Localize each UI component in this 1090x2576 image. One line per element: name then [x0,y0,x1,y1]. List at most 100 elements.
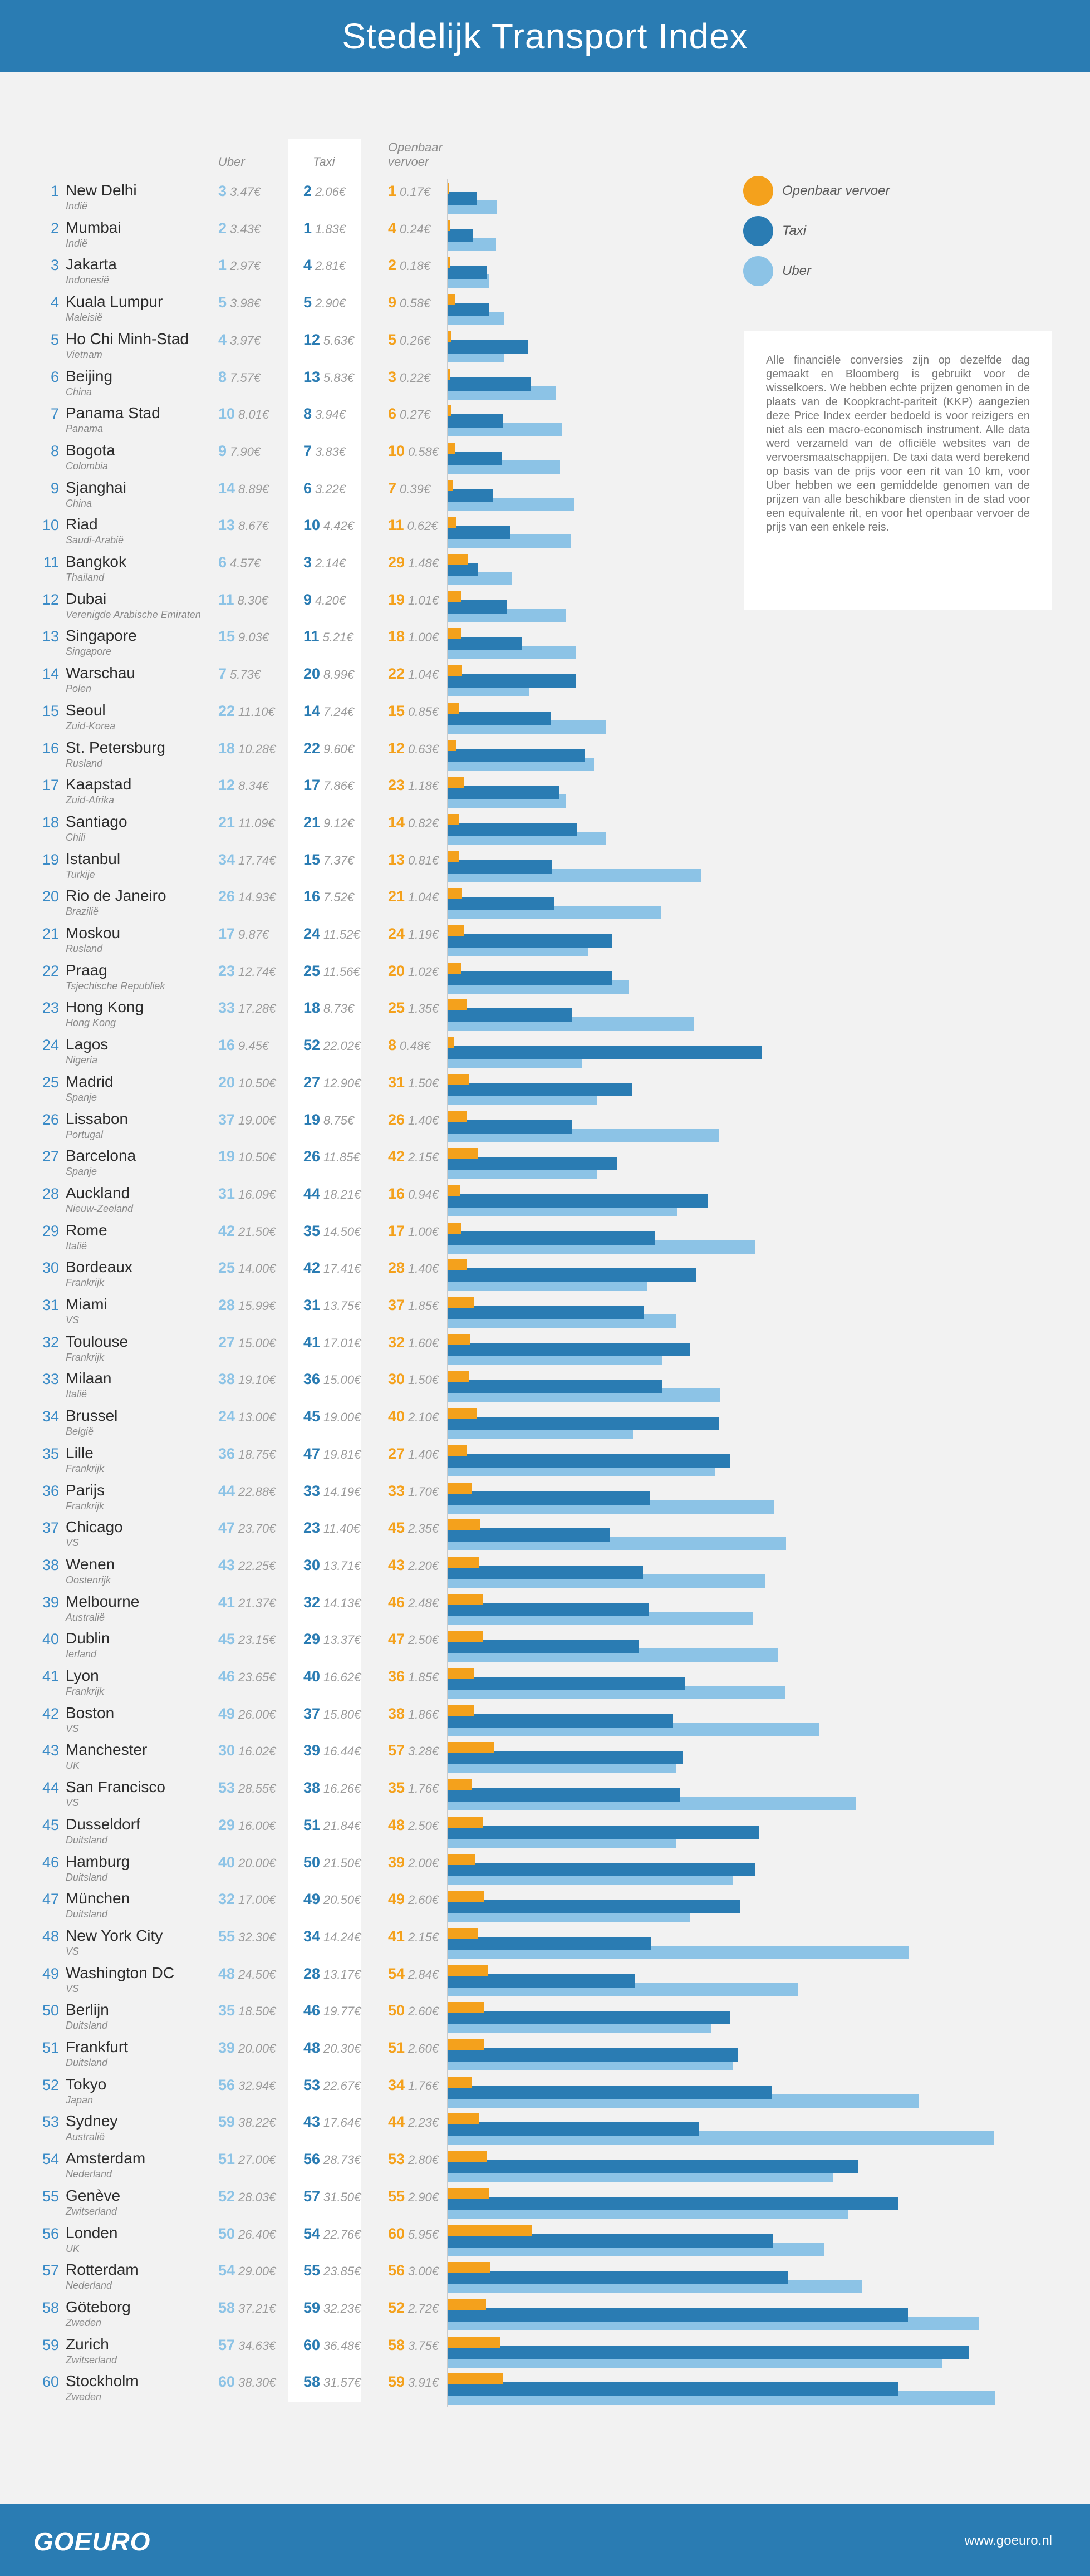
legend-dot-icon [743,256,773,286]
ov-bar [447,2113,479,2125]
taxi-price: 1.83€ [315,222,346,236]
ov-bar [447,1519,481,1531]
table-row: 16 St. Petersburg Rusland 18 10.28€ 22 9.60€ 12… [0,737,1090,773]
ov-price: 0.82€ [408,816,439,830]
country-name: Vietnam [66,349,102,360]
city-name: Dubai [66,590,107,607]
taxi-price: 8.99€ [323,668,355,682]
ov-bar [447,777,464,788]
city-name: Santiago [66,812,127,830]
bar-group [0,959,1090,996]
bar-group [0,885,1090,921]
city-name: Seoul [66,701,106,719]
city-name: Madrid [66,1072,114,1090]
city-name: Panama Stad [66,404,160,422]
ov-bar [447,1816,483,1828]
table-row: 39 Melbourne Australië 41 21.37€ 32 14.13€ 46 2.… [0,1591,1090,1627]
taxi-price: 5.21€ [322,630,353,645]
uber-price: 8.34€ [238,779,269,793]
ov-bar [447,1111,467,1122]
ov-cell: 12 0.63€ [388,740,439,757]
ov-bar [447,183,450,194]
bar-group [0,2185,1090,2221]
city-name: Rio de Janeiro [66,887,166,905]
uber-rank: 9 [218,442,227,459]
uber-rank: 8 [218,368,227,385]
uber-cell: 8 7.57€ [218,369,261,386]
rank-number: 7 [50,405,59,423]
bar-group [0,2073,1090,2110]
ov-rank: 20 [388,962,405,979]
uber-rank: 13 [218,517,235,534]
taxi-column-background [288,139,361,2402]
table-row: 50 Berlijn Duitsland 35 18.50€ 46 19.77€ 50 2.60… [0,1999,1090,2035]
city-name: Kuala Lumpur [66,293,163,311]
rank-number: 3 [50,257,59,274]
bar-group [0,1999,1090,2035]
bar-group [0,1851,1090,1887]
city-name: Auckland [66,1184,130,1201]
uber-cell: 11 8.30€ [218,591,268,609]
taxi-bar [447,2160,858,2173]
taxi-rank: 14 [303,702,321,719]
country-name: Chili [66,831,86,843]
column-header-uber: Uber [218,155,245,169]
uber-rank: 6 [218,554,227,571]
ov-bar [447,517,456,528]
bar-group [0,588,1090,625]
ov-bar [447,628,461,640]
uber-price: 3.47€ [230,185,261,199]
table-row: 33 Milaan Italië 38 19.10€ 36 15.00€ 30 1.50€ [0,1367,1090,1404]
ov-rank: 9 [388,294,397,311]
goeuro-logo[interactable]: GOEURO [33,2527,151,2556]
uber-rank: 1 [218,257,227,274]
bar-group [0,996,1090,1033]
column-header-ov-line2: vervoer [388,155,429,169]
bar-group [0,1256,1090,1293]
bar-group [0,1331,1090,1367]
table-row: 36 Parijs Frankrijk 44 22.88€ 33 14.19€ 33 1.70€ [0,1479,1090,1516]
country-name: Verenigde Arabische Emiraten [66,609,201,620]
ov-rank: 3 [388,368,397,385]
ov-bar [447,739,456,751]
table-row: 28 Auckland Nieuw-Zeeland 31 16.09€ 44 18.21€ 1… [0,1182,1090,1219]
taxi-rank: 17 [303,777,321,794]
ov-rank: 29 [388,554,405,571]
ov-price: 0.63€ [408,742,439,756]
taxi-price: 5.63€ [323,333,355,347]
bar-group [0,2147,1090,2184]
uber-price: 3.43€ [230,222,261,236]
ov-rank: 6 [388,405,397,423]
taxi-bar [447,748,585,762]
taxi-bar [447,1306,644,1319]
taxi-rank: 1 [303,219,312,237]
city-name: Beijing [66,367,113,385]
ov-bar [447,1631,483,1642]
taxi-bar [447,2196,898,2210]
ov-rank: 21 [388,888,405,905]
table-row: 60 Stockholm Zweden 60 38.30€ 58 31.57€ 59 3.91€ [0,2370,1090,2407]
taxi-cell: 4 2.81€ [303,257,346,274]
taxi-cell: 17 7.86€ [303,777,354,794]
uber-price: 8.89€ [238,482,269,496]
table-row: 25 Madrid Spanje 20 10.50€ 27 12.90€ 31 1.50€ [0,1071,1090,1107]
ov-rank: 19 [388,591,405,608]
bar-group [0,773,1090,810]
uber-rank: 7 [218,665,227,683]
ov-bar [447,2187,489,2199]
uber-rank: 14 [218,479,235,497]
uber-price: 9.03€ [238,630,269,645]
rank-number: 6 [50,368,59,385]
legend-label: Taxi [782,223,807,238]
taxi-bar [447,1714,674,1728]
uber-price: 7.57€ [230,370,261,385]
taxi-price: 3.83€ [315,444,346,459]
ov-cell: 4 0.24€ [388,220,430,237]
taxi-bar [447,2085,772,2099]
column-header-ov-line1: Openbaar [388,140,443,154]
taxi-rank: 44 [303,1185,321,1202]
footer-url-link[interactable]: www.goeuro.nl [964,2533,1052,2548]
uber-price: 7.90€ [230,444,261,459]
bar-group [0,1627,1090,1664]
taxi-cell: 3 2.14€ [303,554,346,571]
